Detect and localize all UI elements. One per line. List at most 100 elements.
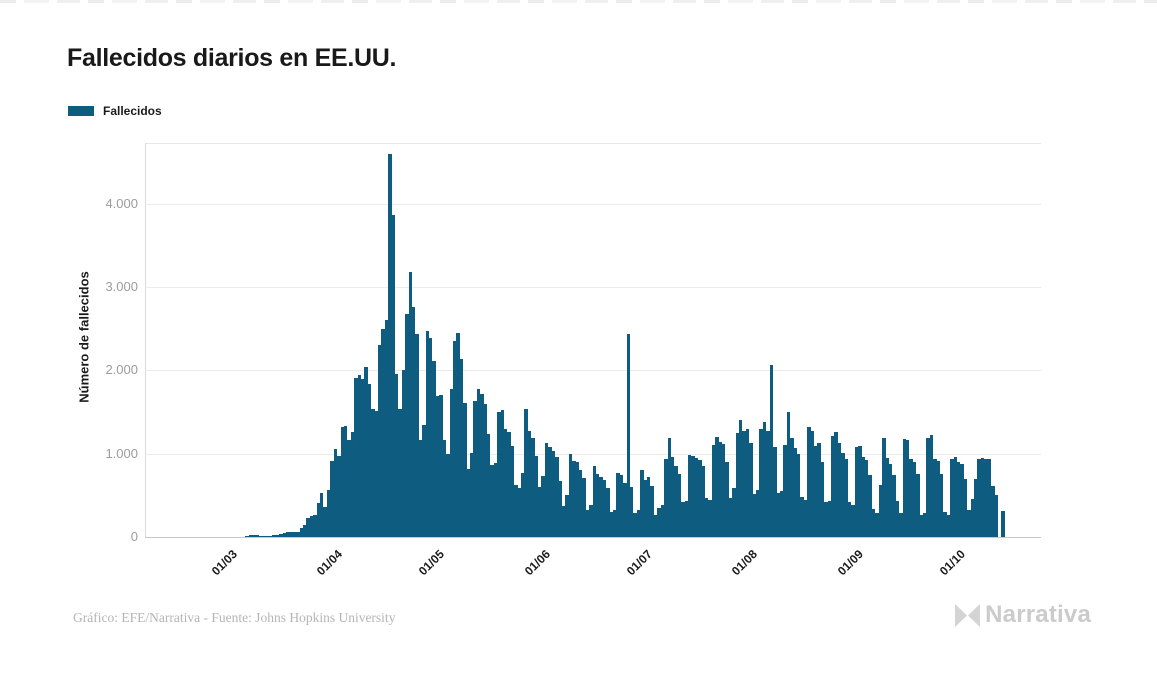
bar <box>677 473 682 537</box>
bar <box>967 509 971 537</box>
bar <box>650 486 654 537</box>
bar <box>337 456 341 537</box>
bar <box>820 461 825 537</box>
bar <box>623 482 627 537</box>
bar <box>636 510 641 537</box>
bar <box>633 512 637 537</box>
bar <box>888 463 893 537</box>
bar <box>933 459 937 537</box>
bar <box>357 375 361 537</box>
bar <box>521 472 525 537</box>
bar <box>943 512 947 537</box>
bar <box>555 456 559 537</box>
legend-swatch-icon <box>68 106 94 116</box>
bar <box>398 408 402 537</box>
bar <box>895 501 900 537</box>
bar <box>922 512 927 537</box>
bar <box>384 320 389 537</box>
bar <box>987 459 992 537</box>
bar <box>681 502 685 537</box>
bar <box>439 395 443 537</box>
bar <box>742 431 746 537</box>
bar <box>984 458 988 537</box>
bar <box>613 509 617 537</box>
bar <box>749 442 753 537</box>
bar <box>974 478 978 537</box>
bar <box>957 461 961 537</box>
bar <box>432 361 436 537</box>
bar <box>994 495 998 537</box>
bar <box>527 431 532 537</box>
bar <box>708 500 712 537</box>
bar <box>435 396 440 537</box>
bar <box>715 436 719 537</box>
bar <box>360 378 365 537</box>
bar <box>687 455 692 537</box>
bar <box>950 458 954 537</box>
bar <box>551 451 556 537</box>
chart-title: Fallecidos diarios en EE.UU. <box>67 44 397 72</box>
bar <box>848 502 852 537</box>
bar <box>643 480 648 537</box>
bar <box>991 486 995 537</box>
bar <box>565 495 569 537</box>
x-tick-label: 01/10 <box>936 547 968 579</box>
bar <box>725 461 729 537</box>
bar <box>405 314 409 537</box>
bar <box>442 440 447 537</box>
narrativa-logo-icon <box>955 603 981 627</box>
bar <box>936 461 940 537</box>
bar <box>854 446 859 537</box>
bar <box>422 425 426 537</box>
bar <box>609 512 613 537</box>
bar <box>544 442 549 537</box>
bar <box>306 518 310 537</box>
bar <box>722 444 726 537</box>
bar <box>265 535 269 537</box>
bar <box>786 411 791 537</box>
bar <box>289 532 293 537</box>
bar <box>517 487 522 537</box>
bar <box>711 445 716 537</box>
bar <box>674 466 678 537</box>
bar <box>538 486 542 537</box>
bar <box>340 426 344 537</box>
bar <box>531 437 535 537</box>
bar <box>909 458 913 537</box>
bar <box>776 492 780 537</box>
source-credit: Gráfico: EFE/Narrativa - Fuente: Johns H… <box>73 610 396 625</box>
bar <box>459 359 464 537</box>
bar <box>824 502 828 537</box>
x-tick-label: 01/03 <box>208 547 240 579</box>
bar <box>912 461 917 537</box>
bar <box>245 535 249 537</box>
bar <box>275 534 280 537</box>
bar <box>429 337 433 537</box>
bar <box>817 442 821 537</box>
bar <box>919 514 923 537</box>
x-tick-label: 01/05 <box>416 547 448 579</box>
bar <box>667 437 671 537</box>
bar <box>861 456 866 537</box>
bar <box>756 490 760 537</box>
bar <box>875 512 879 537</box>
bar <box>752 494 757 537</box>
bar <box>258 536 263 537</box>
gridline <box>145 286 1041 288</box>
bar <box>326 490 331 537</box>
bar <box>694 457 699 537</box>
bar <box>902 438 906 537</box>
bar <box>892 475 896 537</box>
bar <box>262 536 266 537</box>
bar <box>953 456 958 537</box>
cropped-content-strip <box>0 0 1157 3</box>
bar <box>374 411 378 537</box>
bar <box>320 493 324 537</box>
bar <box>660 505 665 537</box>
narrativa-brand: Narrativa <box>954 601 1091 629</box>
bar <box>585 510 590 537</box>
bar <box>408 271 413 537</box>
y-tick-label: 3.000 <box>105 278 138 294</box>
bar <box>647 476 651 537</box>
bar <box>303 525 307 537</box>
